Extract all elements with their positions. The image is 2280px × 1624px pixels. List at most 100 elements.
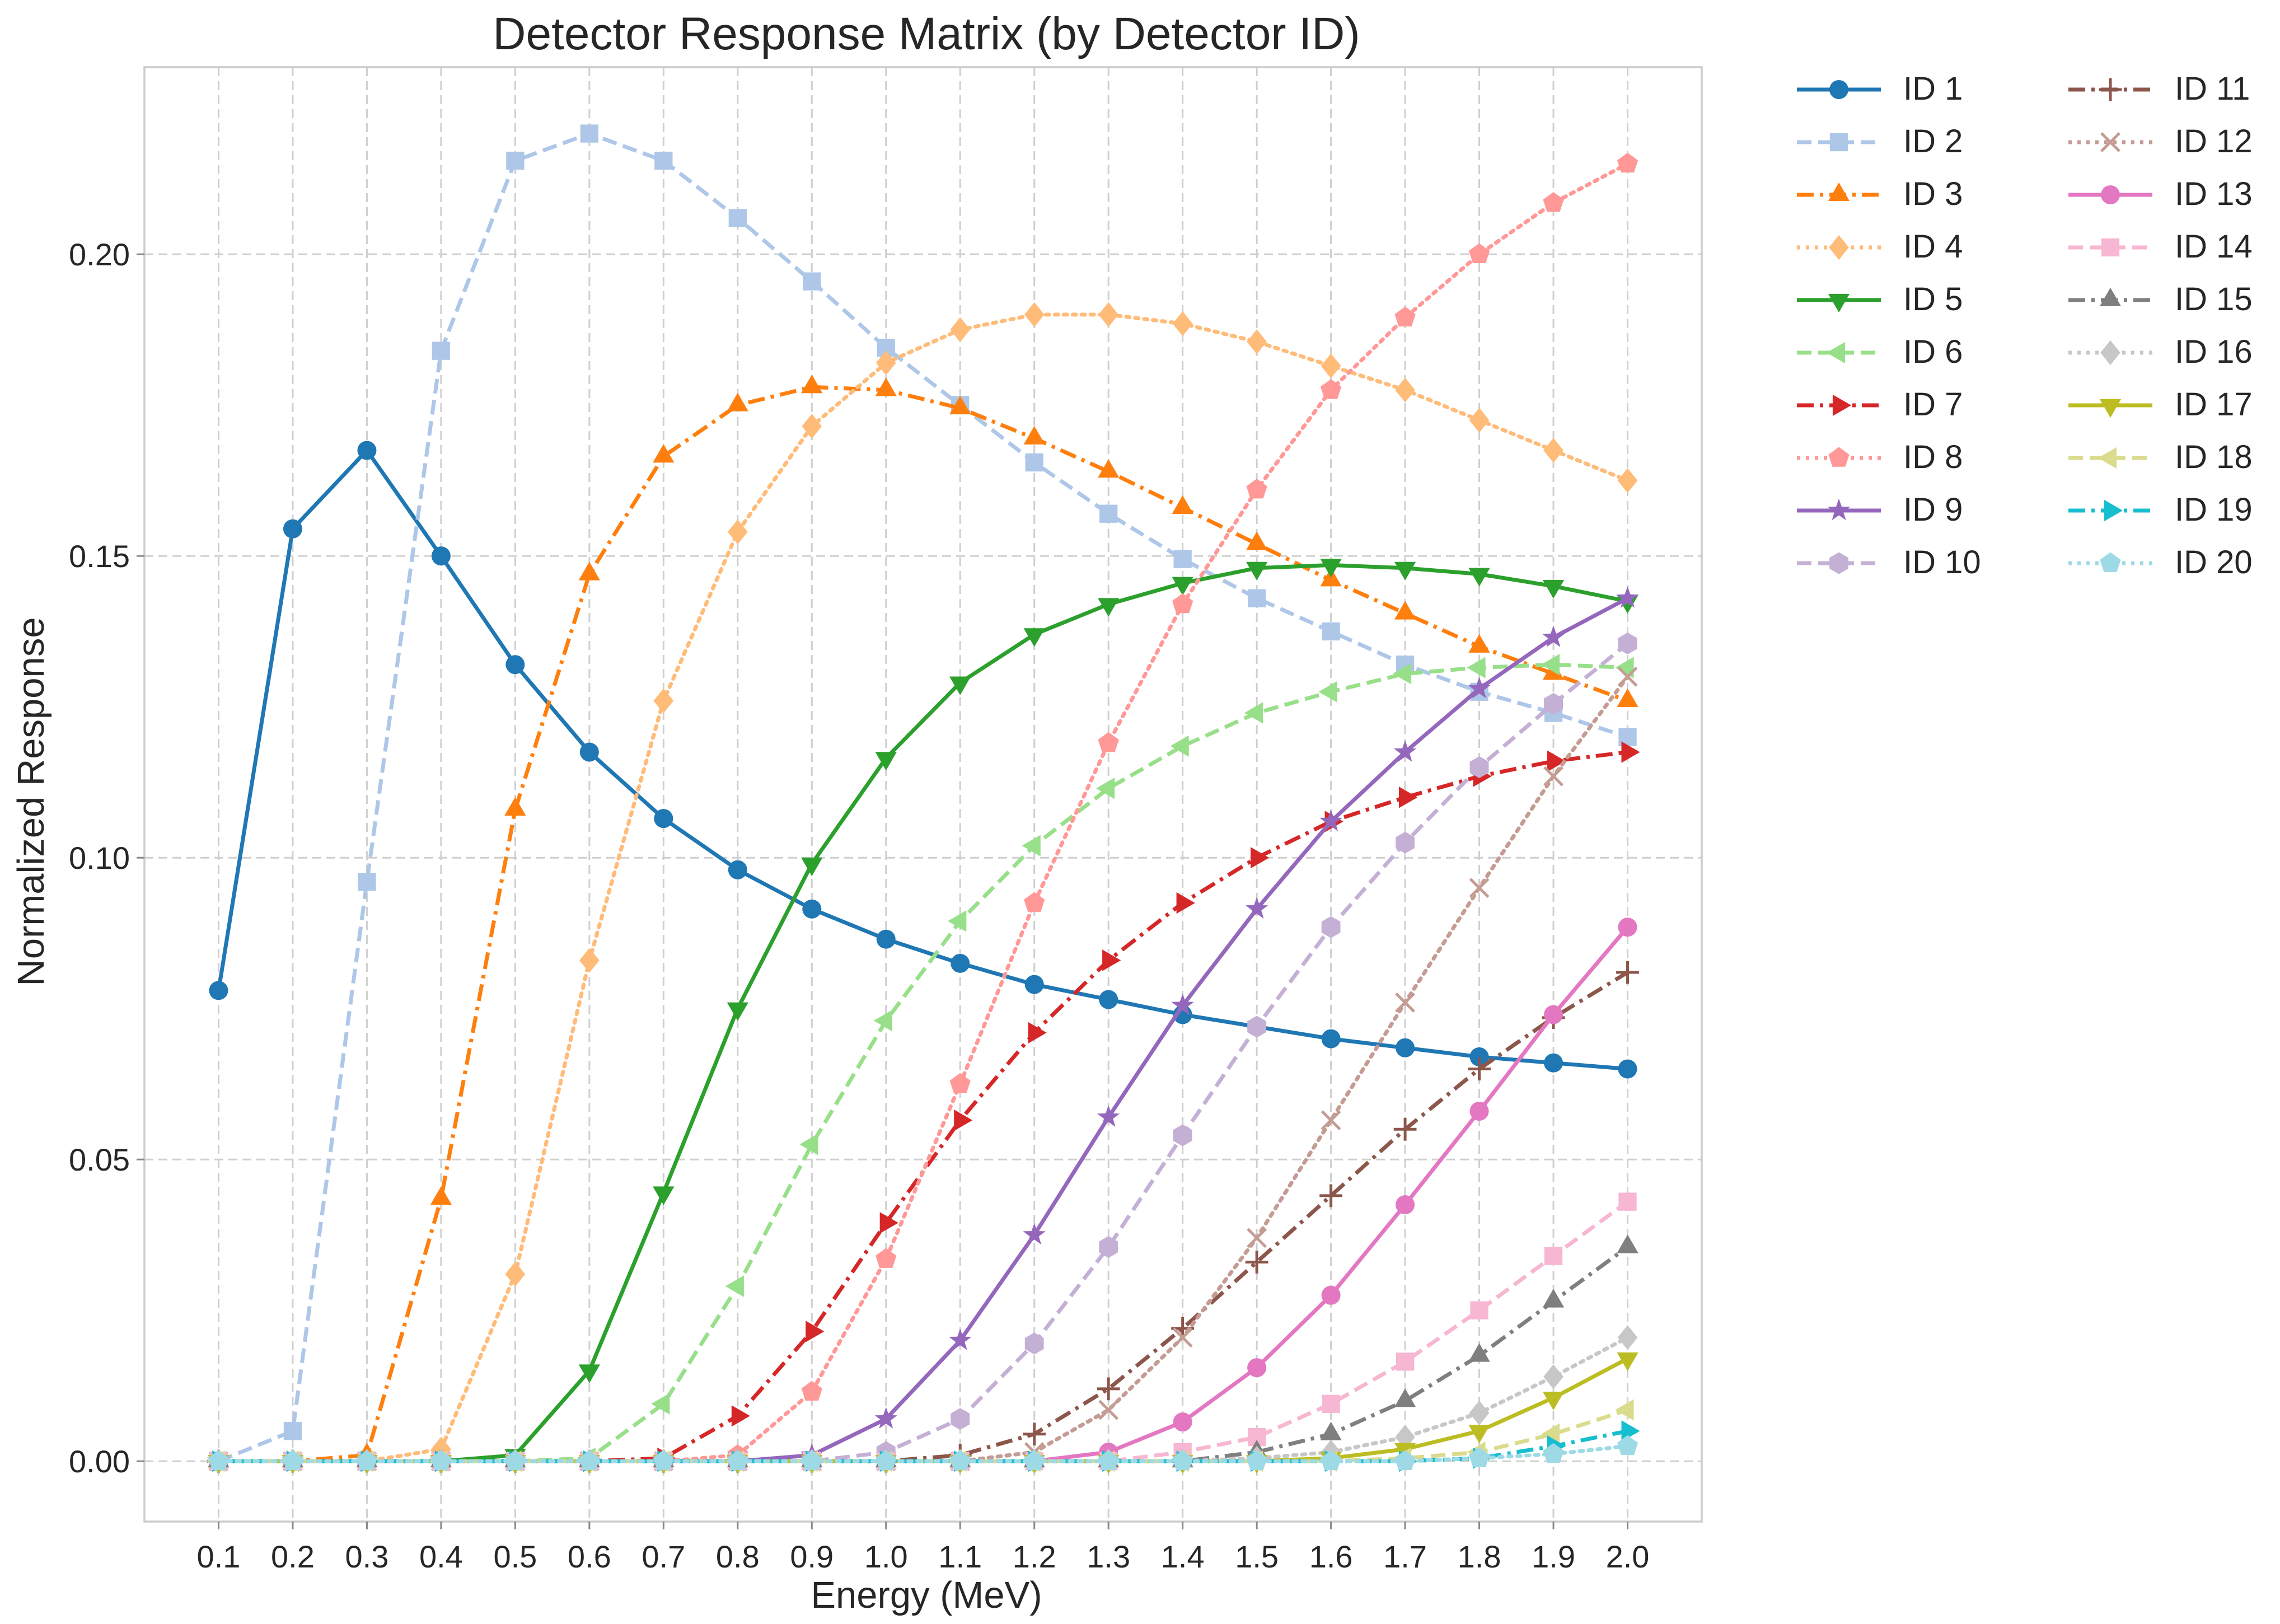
data-point bbox=[1321, 353, 1341, 378]
data-point bbox=[1244, 702, 1263, 724]
data-point bbox=[1543, 438, 1563, 463]
data-point bbox=[1618, 632, 1637, 654]
data-point bbox=[1617, 1435, 1638, 1455]
data-point bbox=[1393, 663, 1412, 685]
legend-item: ID 4 bbox=[1797, 228, 1963, 265]
legend-label: ID 5 bbox=[1903, 281, 1963, 317]
data-point bbox=[802, 899, 822, 919]
legend-marker bbox=[2104, 499, 2123, 522]
data-point bbox=[505, 1261, 526, 1287]
data-point bbox=[1396, 1352, 1415, 1371]
y-tick-label: 0.10 bbox=[69, 840, 130, 876]
legend-item: ID 15 bbox=[2068, 281, 2253, 317]
data-point bbox=[876, 1450, 897, 1470]
data-point bbox=[578, 561, 600, 581]
x-tick-label: 1.9 bbox=[1532, 1539, 1575, 1574]
x-tick-label: 0.2 bbox=[271, 1539, 315, 1574]
data-point bbox=[1246, 479, 1267, 499]
data-point bbox=[1172, 593, 1193, 614]
data-point bbox=[1320, 1421, 1342, 1440]
data-point bbox=[1024, 302, 1045, 327]
data-point bbox=[801, 375, 823, 394]
data-point bbox=[728, 520, 748, 545]
data-point bbox=[951, 953, 970, 973]
data-point bbox=[1544, 1247, 1563, 1265]
data-point bbox=[874, 1407, 897, 1429]
data-point bbox=[803, 272, 821, 291]
data-point bbox=[1322, 622, 1340, 641]
legend-label: ID 10 bbox=[1903, 544, 1981, 581]
data-point bbox=[1541, 1423, 1560, 1445]
legend-marker bbox=[2098, 447, 2117, 469]
data-point bbox=[876, 929, 896, 949]
data-point bbox=[876, 350, 896, 376]
legend-item: ID 20 bbox=[2068, 544, 2253, 581]
data-point bbox=[1098, 732, 1119, 752]
y-axis-ticks: 0.00 0.05 0.10 0.15 0.20 bbox=[69, 237, 144, 1479]
legend-label: ID 12 bbox=[2175, 123, 2253, 160]
data-point bbox=[357, 441, 377, 460]
data-point bbox=[1469, 243, 1490, 263]
data-point bbox=[1542, 580, 1565, 599]
data-point bbox=[1176, 892, 1195, 914]
data-point bbox=[1247, 1015, 1267, 1038]
data-point bbox=[1172, 577, 1193, 596]
legend-item: ID 12 bbox=[2068, 123, 2253, 160]
data-point bbox=[506, 151, 525, 170]
data-point bbox=[727, 1002, 748, 1021]
x-axis-ticks: 0.1 0.2 0.3 0.4 0.5 0.6 0.7 0.8 0.9 1.0 1.1 1.2 1.3 1… bbox=[197, 1522, 1649, 1574]
legend-marker bbox=[1832, 394, 1852, 416]
y-tick-label: 0.20 bbox=[69, 237, 130, 272]
data-point bbox=[954, 1110, 973, 1131]
data-point bbox=[430, 1450, 452, 1470]
data-point bbox=[579, 1450, 600, 1470]
data-point bbox=[580, 124, 599, 143]
y-tick-label: 0.15 bbox=[69, 539, 130, 574]
legend-item: ID 11 bbox=[2068, 71, 2250, 107]
data-point bbox=[579, 742, 599, 762]
x-tick-label: 1.7 bbox=[1383, 1539, 1427, 1574]
data-point bbox=[1542, 625, 1565, 647]
data-point bbox=[1171, 994, 1194, 1015]
legend-item: ID 3 bbox=[1797, 176, 1963, 212]
x-tick-label: 1.0 bbox=[864, 1539, 908, 1574]
legend-marker bbox=[2099, 78, 2122, 101]
data-point bbox=[1023, 1223, 1046, 1245]
data-point bbox=[1099, 1236, 1118, 1258]
data-point bbox=[1172, 495, 1193, 514]
data-point bbox=[948, 910, 967, 932]
data-point bbox=[1097, 1105, 1120, 1127]
legend-item: ID 6 bbox=[1797, 334, 1963, 370]
data-point bbox=[1098, 598, 1120, 617]
data-point bbox=[1028, 1022, 1047, 1043]
data-point bbox=[879, 1212, 898, 1234]
data-point bbox=[1468, 568, 1490, 587]
data-point bbox=[432, 341, 451, 360]
legend-marker bbox=[1826, 341, 1846, 364]
series-id-20 bbox=[208, 1435, 1638, 1470]
legend-item: ID 2 bbox=[1797, 123, 1963, 160]
data-point bbox=[1246, 561, 1268, 581]
legend-marker bbox=[2101, 238, 2120, 257]
data-point bbox=[1099, 990, 1118, 1009]
data-point bbox=[1172, 1450, 1193, 1470]
data-point bbox=[801, 1380, 822, 1401]
legend-label: ID 7 bbox=[1903, 386, 1963, 423]
legend-label: ID 4 bbox=[1903, 228, 1963, 265]
x-tick-label: 1.4 bbox=[1161, 1539, 1205, 1574]
data-point bbox=[1467, 657, 1486, 678]
data-point bbox=[802, 414, 822, 439]
x-tick-label: 1.3 bbox=[1087, 1539, 1130, 1574]
legend-label: ID 2 bbox=[1903, 123, 1963, 160]
legend-label: ID 8 bbox=[1903, 439, 1963, 475]
legend-marker bbox=[1829, 235, 1849, 260]
data-point bbox=[949, 1328, 972, 1350]
legend-label: ID 11 bbox=[2175, 71, 2250, 107]
data-point bbox=[1102, 949, 1121, 971]
data-point bbox=[1617, 1234, 1638, 1253]
series-lines bbox=[206, 124, 1640, 1474]
data-point bbox=[1098, 1450, 1119, 1470]
data-point bbox=[1617, 688, 1638, 707]
data-point bbox=[653, 688, 674, 713]
